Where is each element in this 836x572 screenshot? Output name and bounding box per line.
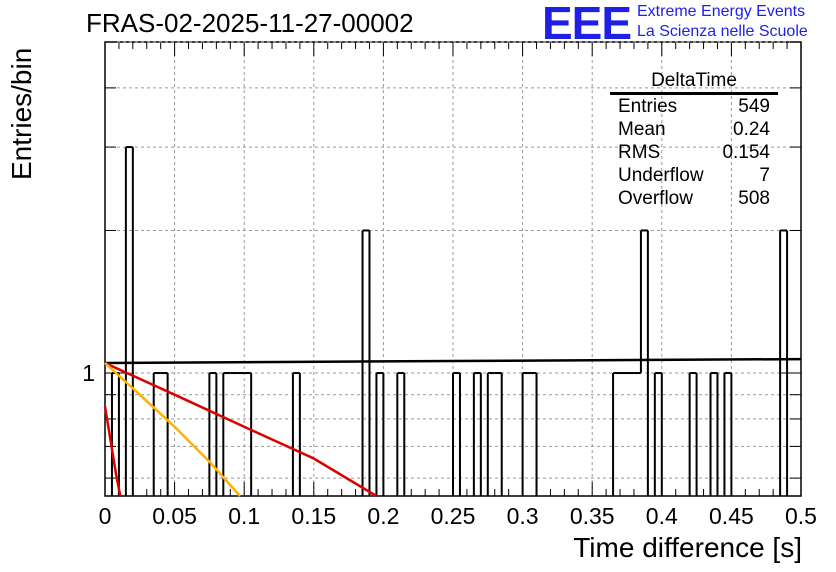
stats-row-underflow: Underflow 7: [610, 164, 778, 187]
x-tick-label: 0.2: [367, 503, 399, 529]
x-tick-label: 0.5: [785, 503, 817, 529]
stats-label: RMS: [618, 142, 661, 163]
y-axis-label: Entries/bin: [6, 47, 37, 180]
fit-orange: [104, 362, 241, 497]
stats-label: Overflow: [618, 188, 693, 209]
fit-red-steep: [103, 406, 122, 497]
stats-row-overflow: Overflow 508: [610, 187, 778, 210]
stats-value: 0.24: [733, 119, 770, 140]
x-tick-label: 0.1: [228, 503, 260, 529]
x-axis-label: Time difference [s]: [573, 532, 802, 563]
fit-red: [104, 361, 378, 498]
eee-caption-line2: La Scienza nelle Scuole: [637, 23, 808, 40]
x-tick-label: 0.15: [291, 503, 336, 529]
fit-main: [104, 357, 802, 365]
eee-caption-line1: Extreme Energy Events: [637, 3, 806, 20]
x-tick-label: 0.05: [152, 503, 197, 529]
eee-logo: EEE: [542, 0, 632, 49]
stats-value: 508: [738, 188, 770, 209]
x-tick-label: 0.25: [431, 503, 476, 529]
stats-title: DeltaTime: [610, 70, 778, 95]
x-tick-label: 0.45: [709, 503, 754, 529]
x-tick-label: 0.3: [507, 503, 539, 529]
stats-row-entries: Entries 549: [610, 95, 778, 118]
stats-label: Mean: [618, 119, 666, 140]
stats-row-mean: Mean 0.24: [610, 118, 778, 141]
x-tick-label: 0.4: [646, 503, 678, 529]
x-tick-label: 0: [99, 503, 112, 529]
x-tick-label: 0.35: [570, 503, 615, 529]
stats-value: 0.154: [722, 142, 770, 163]
stats-row-rms: RMS 0.154: [610, 141, 778, 164]
eee-caption: Extreme Energy Events La Scienza nelle S…: [637, 2, 808, 42]
stats-box: DeltaTime Entries 549 Mean 0.24 RMS 0.15…: [610, 70, 778, 210]
y-tick-label: 1: [82, 360, 95, 386]
stats-label: Entries: [618, 96, 678, 117]
run-title: FRAS-02-2025-11-27-00002: [86, 8, 414, 38]
stats-value: 7: [759, 165, 770, 186]
stats-value: 549: [738, 96, 770, 117]
stats-label: Underflow: [618, 165, 704, 186]
